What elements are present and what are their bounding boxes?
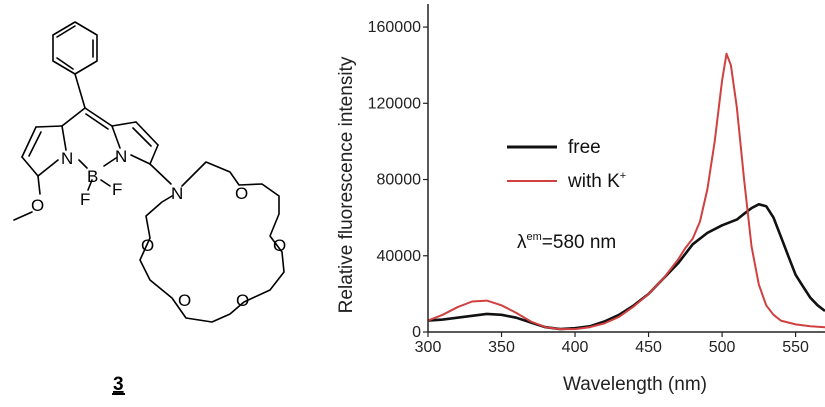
phenyl-double-bond bbox=[56, 57, 74, 70]
right-pyrrole-bond bbox=[130, 154, 151, 165]
x-tick-label: 350 bbox=[488, 339, 515, 356]
atom-labels: N N B F F O N O O O O O bbox=[31, 147, 286, 310]
legend-label-with-k-text: with K bbox=[567, 171, 620, 192]
b-f-bond bbox=[100, 179, 111, 187]
y-tick-label: 0 bbox=[412, 324, 421, 341]
emission-annotation: λem=580 nm bbox=[517, 231, 616, 253]
annotation-lambda: λ bbox=[517, 232, 527, 253]
y-tick-label: 120000 bbox=[368, 95, 421, 112]
atom-n1: N bbox=[61, 149, 73, 168]
x-tick-label: 550 bbox=[782, 339, 809, 356]
series-layer bbox=[427, 52, 825, 331]
right-pyrrole-bond bbox=[149, 144, 159, 165]
bodipy-crown-structure bbox=[13, 21, 285, 323]
meso-double-bond bbox=[85, 113, 109, 130]
atom-crown-oxygen-1: O bbox=[235, 184, 248, 203]
atom-boron: B bbox=[87, 167, 98, 186]
y-tick-label: 160000 bbox=[368, 19, 421, 36]
compound-label: 3 bbox=[113, 374, 124, 395]
y-axis-title: Relative fluorescence intensity bbox=[336, 56, 357, 313]
atom-methoxy-oxygen: O bbox=[31, 196, 44, 215]
x-tick-label: 300 bbox=[415, 339, 442, 356]
methoxy-methyl-bond bbox=[13, 211, 33, 221]
right-pyrrole-double bbox=[132, 127, 152, 147]
series-line-with-k bbox=[427, 52, 825, 331]
atom-crown-oxygen-5: O bbox=[141, 236, 154, 255]
atom-crown-oxygen-3: O bbox=[236, 291, 249, 310]
right-pyrrole-bond bbox=[111, 121, 137, 127]
left-pyrrole-bond bbox=[35, 125, 63, 128]
legend-label-with-k-superscript: + bbox=[620, 170, 626, 182]
right-pyrrole-bond bbox=[111, 125, 121, 149]
y-tick-label: 80000 bbox=[377, 172, 422, 189]
series-line-free bbox=[427, 203, 825, 331]
y-tick-label: 40000 bbox=[377, 248, 422, 265]
crown-ether-ring bbox=[139, 161, 285, 323]
x-tick-label: 450 bbox=[635, 339, 662, 356]
axes-layer bbox=[423, 4, 825, 337]
meso-left-bond bbox=[61, 107, 86, 127]
b-f-bond bbox=[87, 179, 93, 191]
atom-fluorine-1: F bbox=[80, 190, 90, 209]
left-pyrrole-double bbox=[28, 131, 42, 157]
x-axis-title: Wavelength (nm) bbox=[563, 374, 707, 395]
atom-crown-oxygen-2: O bbox=[273, 236, 286, 255]
atom-fluorine-2: F bbox=[112, 180, 122, 199]
left-pyrrole-bond bbox=[37, 159, 59, 177]
phenyl-ring bbox=[52, 21, 98, 75]
n-b-bond bbox=[103, 157, 117, 167]
left-pyrrole-bond bbox=[61, 125, 67, 151]
phenyl-meso-bond bbox=[74, 73, 86, 109]
left-pyrrole-bond bbox=[21, 156, 39, 177]
annotation-value: =580 nm bbox=[542, 232, 616, 253]
meso-right-bond bbox=[84, 107, 113, 127]
legend-label-free: free bbox=[568, 137, 601, 158]
right-pyrrole-bond bbox=[135, 121, 159, 146]
annotation-superscript: em bbox=[527, 231, 542, 243]
phenyl-double-bond bbox=[56, 25, 76, 38]
methoxy-bond bbox=[37, 175, 41, 195]
legend-label-with-k: with K+ bbox=[567, 170, 626, 192]
crown-attachment-bond bbox=[149, 163, 172, 185]
fluorescence-chart: 300 350 400 450 500 550 0 40000 80000 120000 16000… bbox=[336, 4, 825, 395]
atom-n2: N bbox=[115, 147, 127, 166]
atom-crown-oxygen-4: O bbox=[178, 291, 191, 310]
atom-crown-nitrogen: N bbox=[171, 184, 183, 203]
legend: free with K+ bbox=[507, 137, 626, 192]
x-tick-label: 500 bbox=[709, 339, 736, 356]
n-b-bond bbox=[78, 159, 88, 169]
left-pyrrole-bond bbox=[21, 126, 37, 158]
x-tick-label: 400 bbox=[562, 339, 589, 356]
tick-label-layer: 300 350 400 450 500 550 0 40000 80000 120000 16000… bbox=[368, 19, 809, 356]
